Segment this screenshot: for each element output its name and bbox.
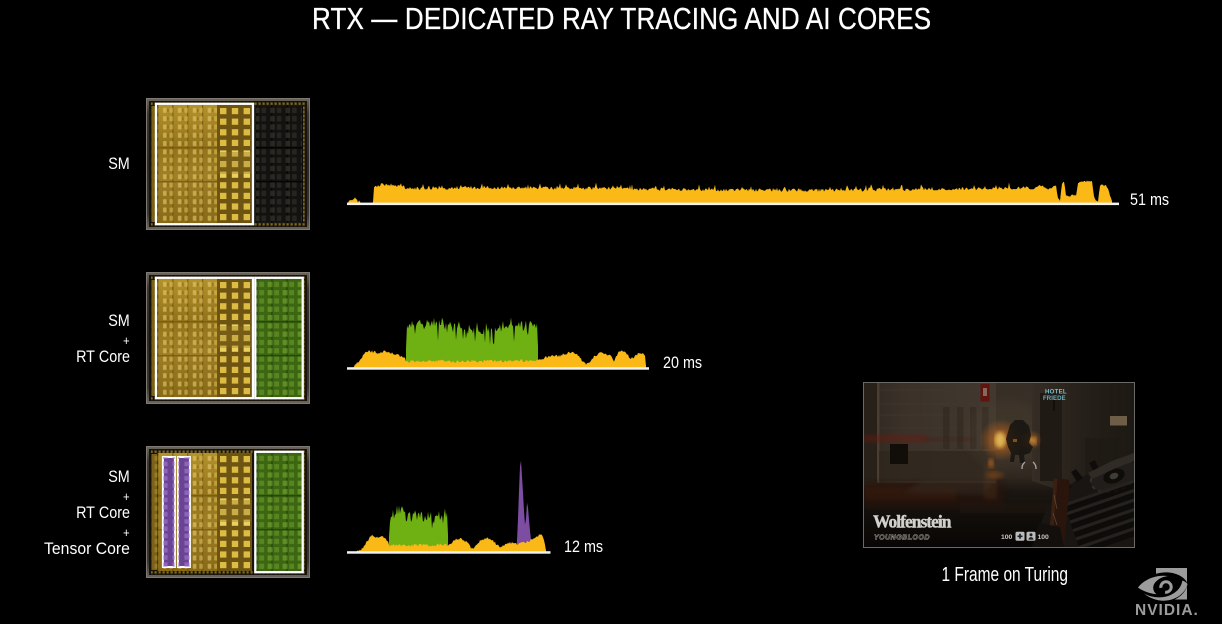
- svg-text:100: 100: [1001, 534, 1013, 541]
- svg-text:100: 100: [1038, 534, 1050, 541]
- svg-text:YOUNGBLOOD: YOUNGBLOOD: [874, 535, 930, 542]
- svg-text:NVIDIA.: NVIDIA.: [1135, 602, 1199, 619]
- svg-text:HOTEL: HOTEL: [1045, 390, 1067, 396]
- svg-text:Wolfenstein: Wolfenstein: [873, 512, 952, 532]
- svg-text:FRIEDE: FRIEDE: [1043, 396, 1066, 402]
